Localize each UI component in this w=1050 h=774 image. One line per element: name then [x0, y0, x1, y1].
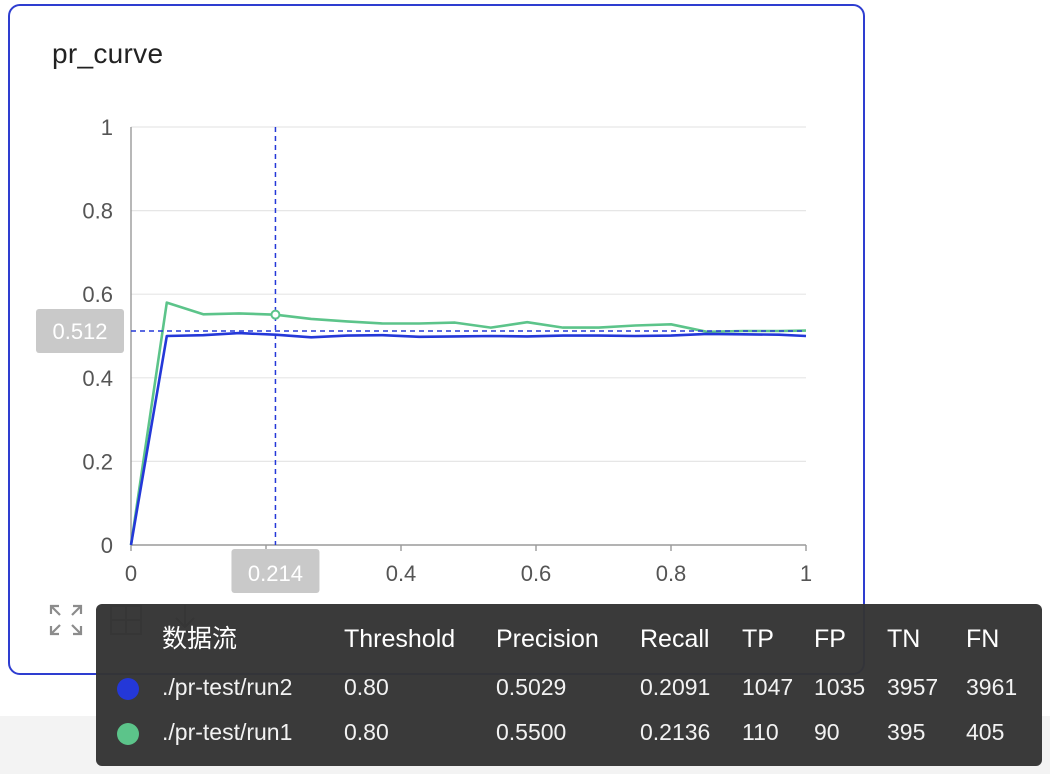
tooltip-row-run2-fn: 3961: [966, 674, 1018, 700]
y-tick-label: 0: [101, 533, 113, 558]
tooltip-row-run2-fp: 1035: [814, 674, 866, 700]
x-tick-label: 0.8: [656, 561, 687, 586]
expand-icon[interactable]: [48, 603, 84, 637]
y-tick-label: 0.4: [82, 366, 113, 391]
tooltip-header-recall: Recall: [640, 625, 710, 653]
tooltip-row-run2-precision: 0.5029: [496, 674, 567, 700]
tooltip-row-run1-precision: 0.5500: [496, 719, 567, 745]
y-tick-label: 0.6: [82, 282, 113, 307]
crosshair-y-label: 0.512: [52, 319, 107, 344]
pr-curve-card: pr_curve: [8, 4, 865, 675]
crosshair-y-label-box: [36, 308, 124, 353]
y-tick-label: 1: [101, 115, 113, 140]
tooltip-row-run1-fn: 405: [966, 719, 1005, 745]
tooltip-row-run1-threshold: 0.80: [344, 719, 389, 745]
tooltip-row-run2-color-dot: [117, 678, 139, 700]
series-line-pr-test-run1[interactable]: [129, 301, 807, 546]
tooltip-row-run2-recall: 0.2091: [640, 674, 711, 700]
tooltip-header-run: 数据流: [162, 625, 238, 653]
y-tick-label: 0.8: [82, 199, 113, 224]
crosshair-x-label: 0.214: [248, 561, 303, 586]
x-tick-label: 0.4: [386, 561, 417, 586]
tooltip-header-fp: FP: [814, 625, 846, 653]
hover-point-marker: [270, 309, 281, 320]
tooltip-row-run2-name: ./pr-test/run2: [162, 674, 293, 700]
chart-title: pr_curve: [52, 38, 164, 69]
tooltip-row-run1-tn: 395: [887, 719, 926, 745]
tooltip-row-run1-color-dot: [117, 723, 139, 745]
hover-tooltip: 数据流 Threshold Precision Recall TP FP TN …: [96, 604, 1042, 766]
tooltip-header-tn: TN: [887, 625, 921, 653]
tooltip-row-run2-threshold: 0.80: [344, 674, 389, 700]
crosshair-x-label-box: [231, 549, 320, 593]
x-tick-label: 1: [800, 561, 812, 586]
tooltip-header-precision: Precision: [496, 625, 599, 653]
tooltip-header-fn: FN: [966, 625, 1000, 653]
tooltip-header-tp: TP: [742, 625, 774, 653]
y-tick-label: 0.2: [82, 449, 113, 474]
tooltip-row-run2-tn: 3957: [887, 674, 939, 700]
x-tick-label: 0: [125, 561, 137, 586]
tooltip-row-run1-tp: 110: [742, 719, 779, 745]
tooltip-row-run1-name: ./pr-test/run1: [162, 719, 293, 745]
tooltip-row-run2-tp: 1047: [742, 674, 794, 700]
tooltip-row-run1-recall: 0.2136: [640, 719, 711, 745]
x-tick-label: 0.6: [521, 561, 552, 586]
tooltip-header-threshold: Threshold: [344, 625, 456, 653]
series-line-pr-test-run2[interactable]: [129, 331, 807, 546]
tooltip-row-run1-fp: 90: [814, 719, 840, 745]
